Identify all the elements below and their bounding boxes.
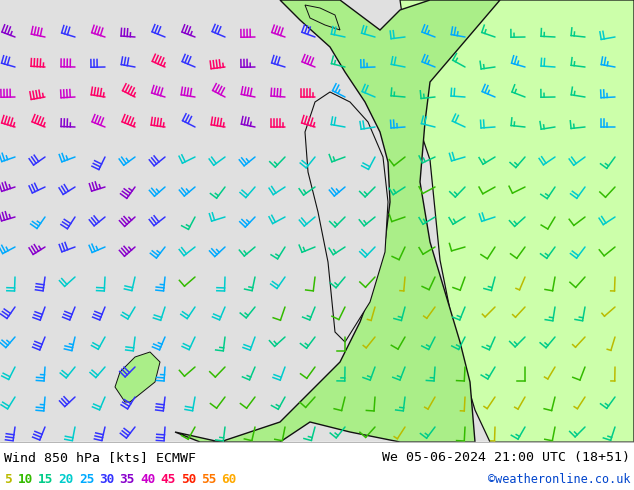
Text: 30: 30 — [99, 473, 115, 486]
Text: 10: 10 — [18, 473, 33, 486]
Polygon shape — [115, 352, 160, 402]
Text: 40: 40 — [140, 473, 155, 486]
Polygon shape — [175, 0, 500, 442]
Text: 15: 15 — [38, 473, 53, 486]
Text: 35: 35 — [120, 473, 135, 486]
Text: 55: 55 — [201, 473, 216, 486]
Bar — [0, 442, 634, 490]
Text: 25: 25 — [79, 473, 94, 486]
Text: 5: 5 — [4, 473, 11, 486]
Text: 45: 45 — [160, 473, 176, 486]
Text: 50: 50 — [181, 473, 196, 486]
Polygon shape — [305, 5, 340, 30]
Text: We 05-06-2024 21:00 UTC (18+51): We 05-06-2024 21:00 UTC (18+51) — [382, 451, 630, 464]
Text: ©weatheronline.co.uk: ©weatheronline.co.uk — [488, 473, 630, 486]
Polygon shape — [400, 0, 634, 442]
Text: 20: 20 — [58, 473, 74, 486]
Text: 60: 60 — [222, 473, 237, 486]
Polygon shape — [305, 92, 388, 342]
Text: Wind 850 hPa [kts] ECMWF: Wind 850 hPa [kts] ECMWF — [4, 451, 196, 464]
